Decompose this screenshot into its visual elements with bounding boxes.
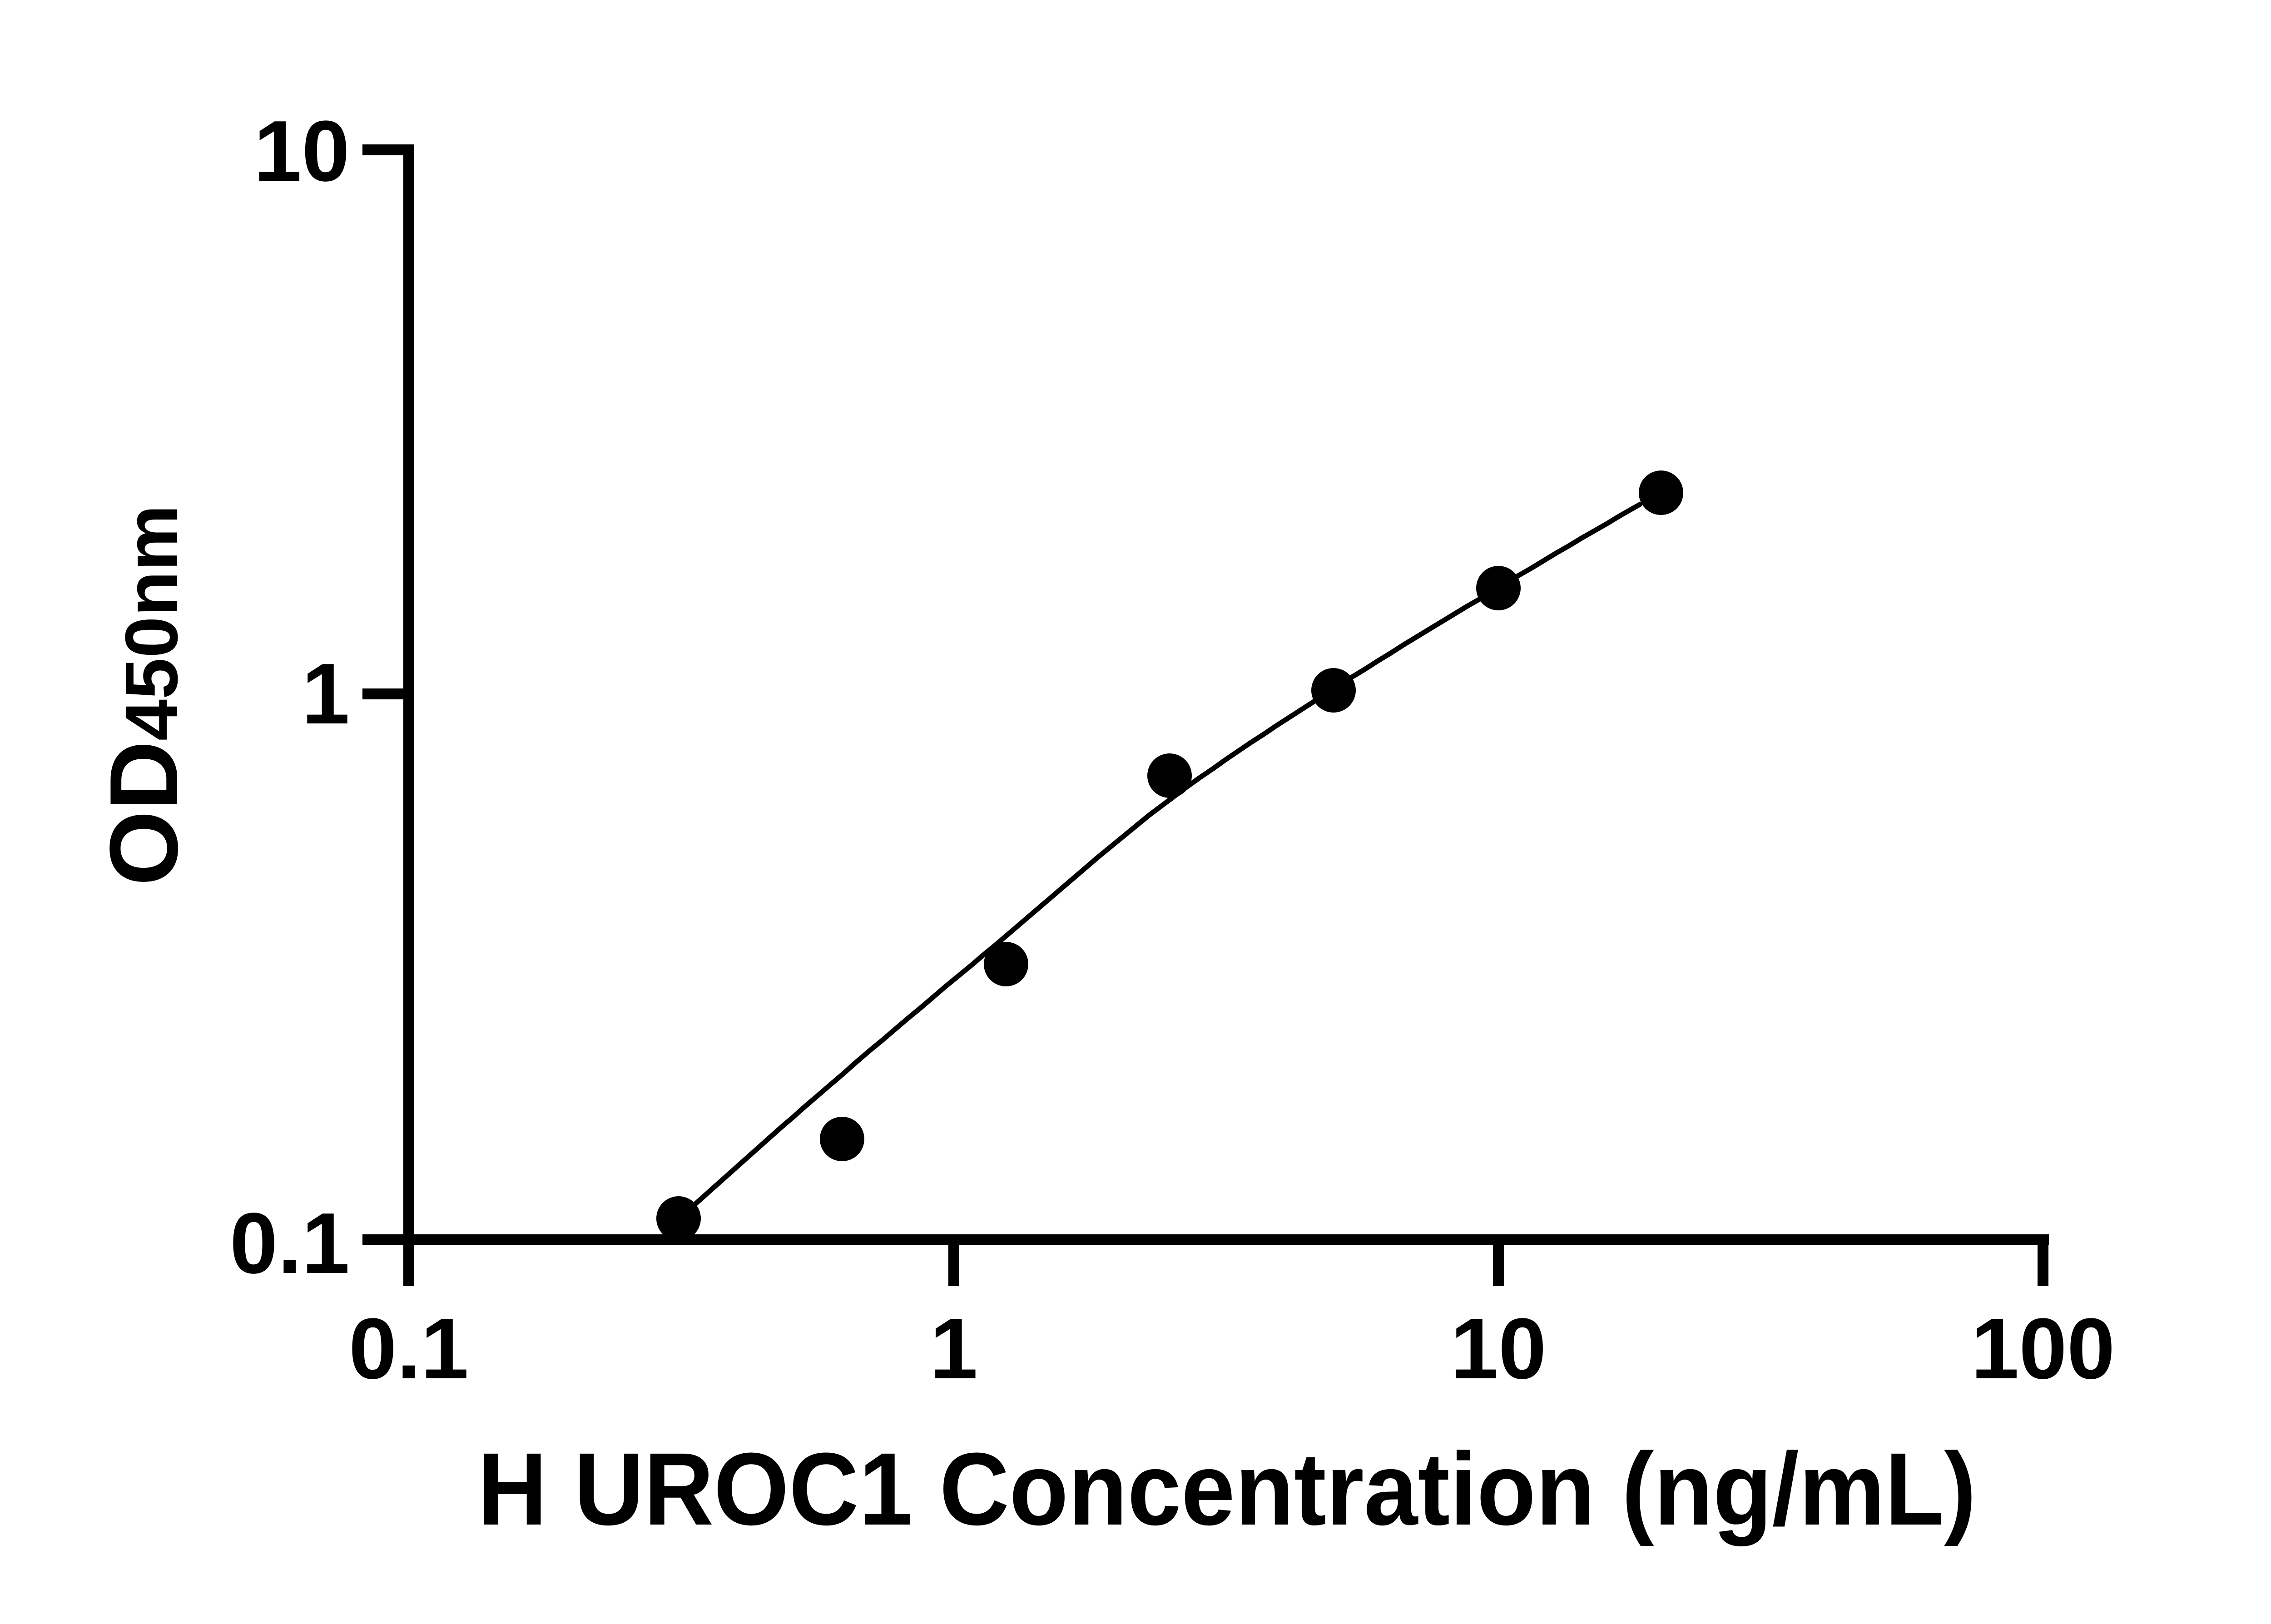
svg-text:1: 1 [930, 1301, 978, 1397]
svg-text:H UROC1 Concentration (ng/mL): H UROC1 Concentration (ng/mL) [477, 1432, 1976, 1547]
svg-text:0.1: 0.1 [349, 1301, 469, 1397]
svg-text:10: 10 [254, 103, 350, 199]
svg-text:10: 10 [1450, 1301, 1546, 1397]
svg-text:OD450nm: OD450nm [90, 505, 198, 886]
svg-text:100: 100 [1971, 1301, 2115, 1397]
svg-text:0.1: 0.1 [230, 1195, 350, 1292]
svg-text:1: 1 [302, 646, 350, 742]
